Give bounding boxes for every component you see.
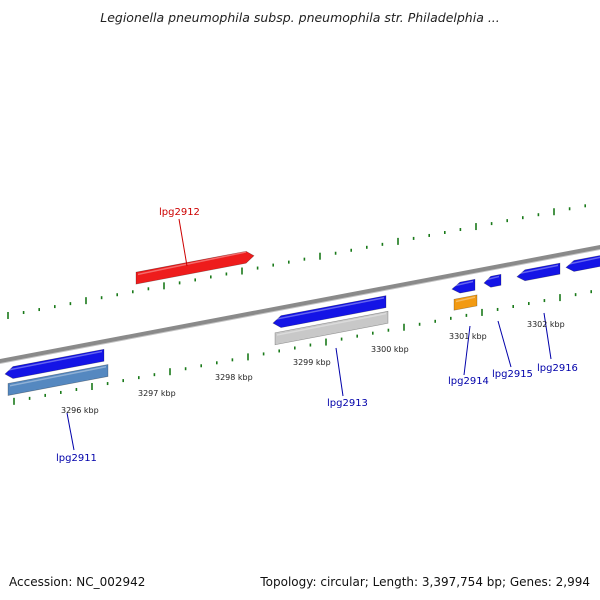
gene-block-lpg2913-pseudo — [274, 310, 389, 346]
gene-block-lpg2912-body — [135, 250, 255, 285]
gene-block-lpg2911-rna — [7, 364, 109, 396]
gene-block-lpg2914-misc — [453, 294, 478, 311]
gene-label-lpg2916: lpg2916 — [537, 363, 578, 374]
gene-block-lpg2912 — [135, 250, 255, 285]
leader-lpg2914 — [463, 325, 471, 376]
gene-block-lpg2914-misc-body — [453, 294, 478, 311]
leader-lpg2912 — [178, 218, 188, 267]
scale-label: 3302 kbp — [527, 320, 565, 329]
gene-label-lpg2914: lpg2914 — [448, 376, 489, 387]
gene-block-lpg2913-pseudo-body — [274, 310, 389, 346]
gene-block-lpg2917-highlight — [568, 256, 600, 265]
gene-block-lpg2911 — [4, 348, 105, 379]
scale-label: 3296 kbp — [61, 406, 99, 415]
gene-block-lpg2911-body — [4, 348, 105, 379]
genome-title: Legionella pneumophila subsp. pneumophil… — [100, 10, 500, 25]
gene-block-lpg2913-highlight — [275, 297, 384, 321]
gene-block-lpg2914-misc-highlight — [456, 296, 475, 303]
scale-label: 3300 kbp — [371, 345, 409, 354]
backbone-line — [0, 244, 600, 364]
gene-label-leaders — [66, 218, 552, 451]
gene-label-lpg2913: lpg2913 — [327, 398, 368, 409]
genome-backbone — [0, 244, 600, 365]
scale-label: 3297 kbp — [138, 389, 176, 398]
gene-block-lpg2913-body — [272, 295, 387, 328]
gene-block-lpg2915-body — [483, 273, 502, 288]
leader-lpg2916 — [543, 312, 552, 360]
gene-block-lpg2914 — [451, 278, 476, 294]
gene-block-lpg2916-highlight — [519, 264, 558, 275]
gene-block-lpg2915 — [483, 273, 502, 288]
gene-block-lpg2916 — [516, 262, 561, 282]
gene-label-lpg2915: lpg2915 — [492, 369, 533, 380]
gene-block-lpg2913-pseudo-highlight — [277, 312, 386, 336]
gene-block-lpg2911-rna-body — [7, 364, 109, 396]
leader-lpg2911 — [66, 412, 75, 451]
gene-features — [4, 250, 600, 396]
scale-label: 3299 kbp — [293, 358, 331, 367]
scale-label: 3301 kbp — [449, 332, 487, 341]
gene-block-lpg2917-body — [565, 255, 600, 272]
gene-block-lpg2914-body — [451, 278, 476, 294]
gene-block-lpg2911-rna-highlight — [10, 365, 106, 387]
gene-block-lpg2916-body — [516, 262, 561, 282]
gene-block-lpg2914-highlight — [454, 280, 473, 287]
gene-block-lpg2912-highlight — [138, 251, 246, 276]
genome-summary-text: Topology: circular; Length: 3,397,754 bp… — [260, 575, 590, 589]
scale-labels: 3296 kbp 3297 kbp 3298 kbp 3299 kbp 3300 kbp… — [61, 320, 565, 415]
gene-label-lpg2912: lpg2912 — [159, 207, 200, 218]
gene-block-lpg2913 — [272, 295, 387, 328]
gene-block-lpg2915-highlight — [486, 275, 499, 281]
gene-label-lpg2911: lpg2911 — [56, 453, 97, 464]
scale-ticks — [7, 204, 593, 405]
leader-lpg2915 — [497, 320, 512, 368]
accession-text: Accession: NC_002942 — [9, 575, 146, 589]
scale-label: 3298 kbp — [215, 373, 253, 382]
gene-block-lpg2911-highlight — [7, 350, 102, 372]
gene-block-lpg2917 — [565, 255, 600, 272]
leader-lpg2913 — [335, 347, 344, 397]
